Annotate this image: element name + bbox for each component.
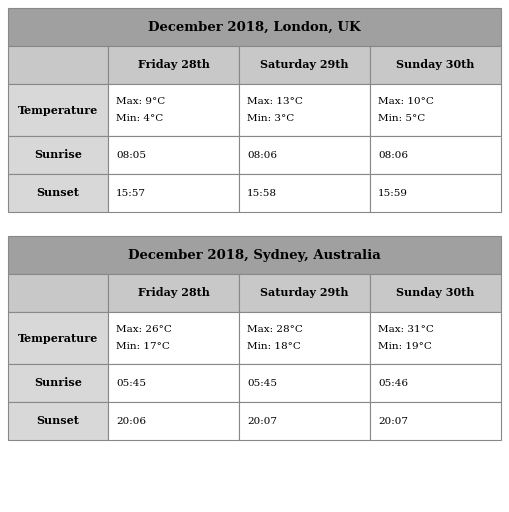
Bar <box>239 174 370 212</box>
Bar <box>8 274 108 312</box>
Text: Friday 28th: Friday 28th <box>137 288 209 298</box>
Bar <box>8 8 501 46</box>
Text: Min: 17°C: Min: 17°C <box>116 343 170 351</box>
Bar <box>239 364 370 402</box>
Text: December 2018, London, UK: December 2018, London, UK <box>148 20 361 33</box>
Text: Min: 18°C: Min: 18°C <box>247 343 301 351</box>
Bar <box>8 312 108 364</box>
Bar <box>8 364 108 402</box>
Bar <box>239 46 370 84</box>
Bar <box>8 236 501 274</box>
Bar <box>108 402 239 440</box>
Bar <box>239 84 370 136</box>
Text: Saturday 29th: Saturday 29th <box>260 59 349 71</box>
Text: Temperature: Temperature <box>18 104 98 116</box>
Bar <box>239 312 370 364</box>
Text: Max: 28°C: Max: 28°C <box>247 325 303 334</box>
Text: Max: 9°C: Max: 9°C <box>116 97 165 105</box>
Text: Sunrise: Sunrise <box>34 150 82 160</box>
Bar <box>108 84 239 136</box>
Text: 05:45: 05:45 <box>247 378 277 388</box>
Bar <box>108 312 239 364</box>
Text: Sunday 30th: Sunday 30th <box>397 59 475 71</box>
Text: 15:59: 15:59 <box>378 188 408 198</box>
Bar <box>239 402 370 440</box>
Text: Temperature: Temperature <box>18 332 98 344</box>
Text: 15:58: 15:58 <box>247 188 277 198</box>
Text: Min: 19°C: Min: 19°C <box>378 343 432 351</box>
Bar <box>8 46 108 84</box>
Text: Max: 26°C: Max: 26°C <box>116 325 172 334</box>
Bar <box>239 274 370 312</box>
Text: Min: 4°C: Min: 4°C <box>116 114 163 123</box>
Text: Sunset: Sunset <box>37 416 79 426</box>
Bar <box>108 364 239 402</box>
Bar <box>370 312 501 364</box>
Bar <box>108 136 239 174</box>
Text: Max: 10°C: Max: 10°C <box>378 97 434 105</box>
Text: 20:06: 20:06 <box>116 416 146 425</box>
Text: 15:57: 15:57 <box>116 188 146 198</box>
Text: Friday 28th: Friday 28th <box>137 59 209 71</box>
Bar <box>8 402 108 440</box>
Text: 08:06: 08:06 <box>378 151 408 160</box>
Text: Max: 13°C: Max: 13°C <box>247 97 303 105</box>
Text: Max: 31°C: Max: 31°C <box>378 325 434 334</box>
Bar <box>108 46 239 84</box>
Text: 08:05: 08:05 <box>116 151 146 160</box>
Text: Min: 5°C: Min: 5°C <box>378 114 425 123</box>
Bar <box>370 84 501 136</box>
Bar <box>8 136 108 174</box>
Text: 05:46: 05:46 <box>378 378 408 388</box>
Bar <box>239 136 370 174</box>
Text: Min: 3°C: Min: 3°C <box>247 114 294 123</box>
Bar <box>370 46 501 84</box>
Text: December 2018, Sydney, Australia: December 2018, Sydney, Australia <box>128 248 381 262</box>
Text: 20:07: 20:07 <box>378 416 408 425</box>
Bar <box>108 274 239 312</box>
Bar <box>370 402 501 440</box>
Bar <box>370 174 501 212</box>
Bar <box>370 136 501 174</box>
Text: 05:45: 05:45 <box>116 378 146 388</box>
Text: Saturday 29th: Saturday 29th <box>260 288 349 298</box>
Text: Sunrise: Sunrise <box>34 377 82 389</box>
Text: 20:07: 20:07 <box>247 416 277 425</box>
Bar <box>108 174 239 212</box>
Bar <box>8 174 108 212</box>
Text: Sunset: Sunset <box>37 187 79 199</box>
Bar <box>370 274 501 312</box>
Bar <box>8 84 108 136</box>
Text: Sunday 30th: Sunday 30th <box>397 288 475 298</box>
Bar <box>370 364 501 402</box>
Text: 08:06: 08:06 <box>247 151 277 160</box>
